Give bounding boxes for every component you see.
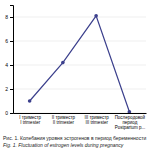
y-axis-line — [10, 6, 14, 114]
point — [61, 61, 65, 65]
captions: Рис. 1. Колебания уровня эстрогенов в пе… — [3, 135, 146, 148]
y-tick: 0 — [5, 110, 13, 116]
grid-line — [13, 113, 146, 114]
point — [94, 14, 98, 18]
x-tick-label-line: III trimester — [85, 120, 108, 125]
x-tick: III триместрIII trimester — [84, 115, 109, 125]
point — [28, 99, 32, 103]
x-tick-label: ПослеродовойпериодPostpartum p... — [115, 114, 146, 130]
subtitle: Fig. 1. Fluctuation of estrogen levels d… — [3, 142, 124, 148]
y-tick: 8 — [5, 14, 13, 20]
x-tick: ПослеродовойпериодPostpartum p... — [115, 114, 146, 130]
y-tick-label: 6 — [5, 38, 8, 44]
chart: Рис. 1. Колебания уровня эстрогенов в пе… — [0, 0, 150, 150]
grid-line — [13, 89, 146, 90]
grid — [13, 17, 146, 113]
grid-line — [13, 17, 146, 18]
y-tick: 2 — [5, 86, 13, 92]
x-tick-label: III триместрIII trimester — [84, 115, 109, 125]
y-axis: 0 2 4 6 8 — [5, 6, 13, 117]
y-tick-mark — [10, 41, 13, 42]
x-axis: I триместрI trimester II триместрII trime… — [14, 114, 147, 131]
marks — [28, 14, 131, 113]
x-tick-label: I триместрI trimester — [19, 115, 41, 125]
tspan: Fig. 1. Fluctuation of estrogen levels d… — [3, 142, 124, 148]
y-tick: 4 — [5, 62, 13, 68]
y-tick-mark — [10, 113, 13, 114]
plot: 0 2 4 6 8 I триместрI trimester II триместрII … — [5, 6, 146, 131]
y-tick: 6 — [5, 38, 13, 44]
x-axis-line — [14, 113, 147, 114]
x-tick-label-line: I trimester — [20, 120, 41, 125]
y-tick-mark — [10, 65, 13, 66]
grid-line — [13, 65, 146, 66]
point — [128, 110, 132, 113]
y-tick-label: 8 — [5, 14, 8, 20]
x-tick-label-line: Postpartum p... — [115, 125, 146, 130]
tspan: Рис. 1. Колебания уровня эстрогенов в пе… — [3, 135, 146, 141]
x-tick: I триместрI trimester — [19, 115, 41, 125]
title: Рис. 1. Колебания уровня эстрогенов в пе… — [3, 135, 146, 141]
y-tick-label: 0 — [5, 110, 8, 116]
x-tick: II триместрII trimester — [52, 115, 76, 125]
y-tick-label: 4 — [5, 62, 8, 68]
grid-line — [13, 41, 146, 42]
line — [30, 16, 130, 112]
y-tick-mark — [10, 17, 13, 18]
y-tick-mark — [10, 89, 13, 90]
x-tick-label: II триместрII trimester — [52, 115, 76, 125]
x-tick-label-line: II trimester — [53, 120, 75, 125]
y-tick-label: 2 — [5, 86, 8, 92]
